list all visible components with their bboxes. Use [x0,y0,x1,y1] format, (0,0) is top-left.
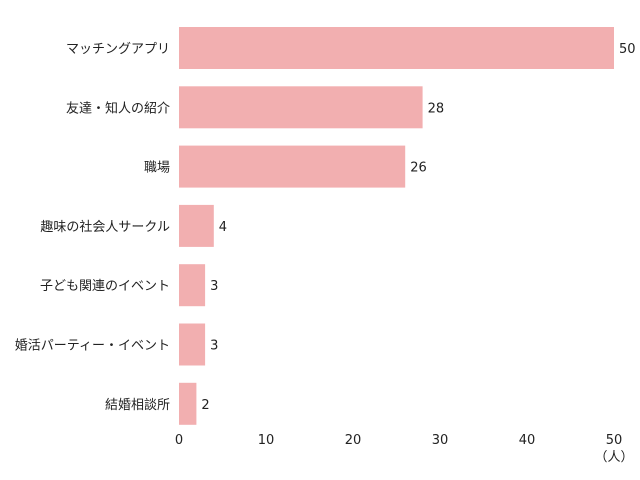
bar-3 [179,204,214,247]
value-label-3: 4 [219,220,227,235]
x-tick-label-4: 40 [519,433,536,448]
category-label-5: 婚活パーティー・イベント [15,339,170,354]
bar-5 [179,323,206,366]
category-label-2: 職場 [144,161,170,176]
value-labels: 50 28 26 4 3 3 2 [201,42,635,413]
value-label-4: 3 [210,279,218,294]
bar-2 [179,145,406,188]
x-tick-label-1: 10 [258,433,275,448]
bar-4 [179,264,206,307]
category-label-1: 友達・知人の紹介 [66,100,170,116]
x-axis-ticks: 0 10 20 30 40 50 [175,433,622,448]
category-label-6: 結婚相談所 [105,397,170,413]
x-axis-unit-label: （人） [594,450,633,465]
value-label-1: 28 [428,101,445,116]
category-label-4: 子ども関連のイベント [40,279,170,294]
value-label-2: 26 [410,161,427,176]
bar-1 [179,86,423,129]
value-label-0: 50 [619,42,636,57]
x-tick-label-0: 0 [175,433,183,448]
value-label-6: 2 [201,398,209,413]
bar-6 [179,382,197,425]
category-labels: マッチングアプリ友達・知人の紹介職場趣味の社会人サークル子ども関連のイベント婚活… [15,42,170,413]
bars-group [179,27,614,425]
x-tick-label-3: 30 [432,433,449,448]
bar-0 [179,27,614,69]
category-label-3: 趣味の社会人サークル [40,219,170,235]
x-tick-label-2: 20 [345,433,362,448]
x-tick-label-5: 50 [606,433,623,448]
category-label-0: マッチングアプリ [66,42,170,57]
value-label-5: 3 [210,339,218,354]
